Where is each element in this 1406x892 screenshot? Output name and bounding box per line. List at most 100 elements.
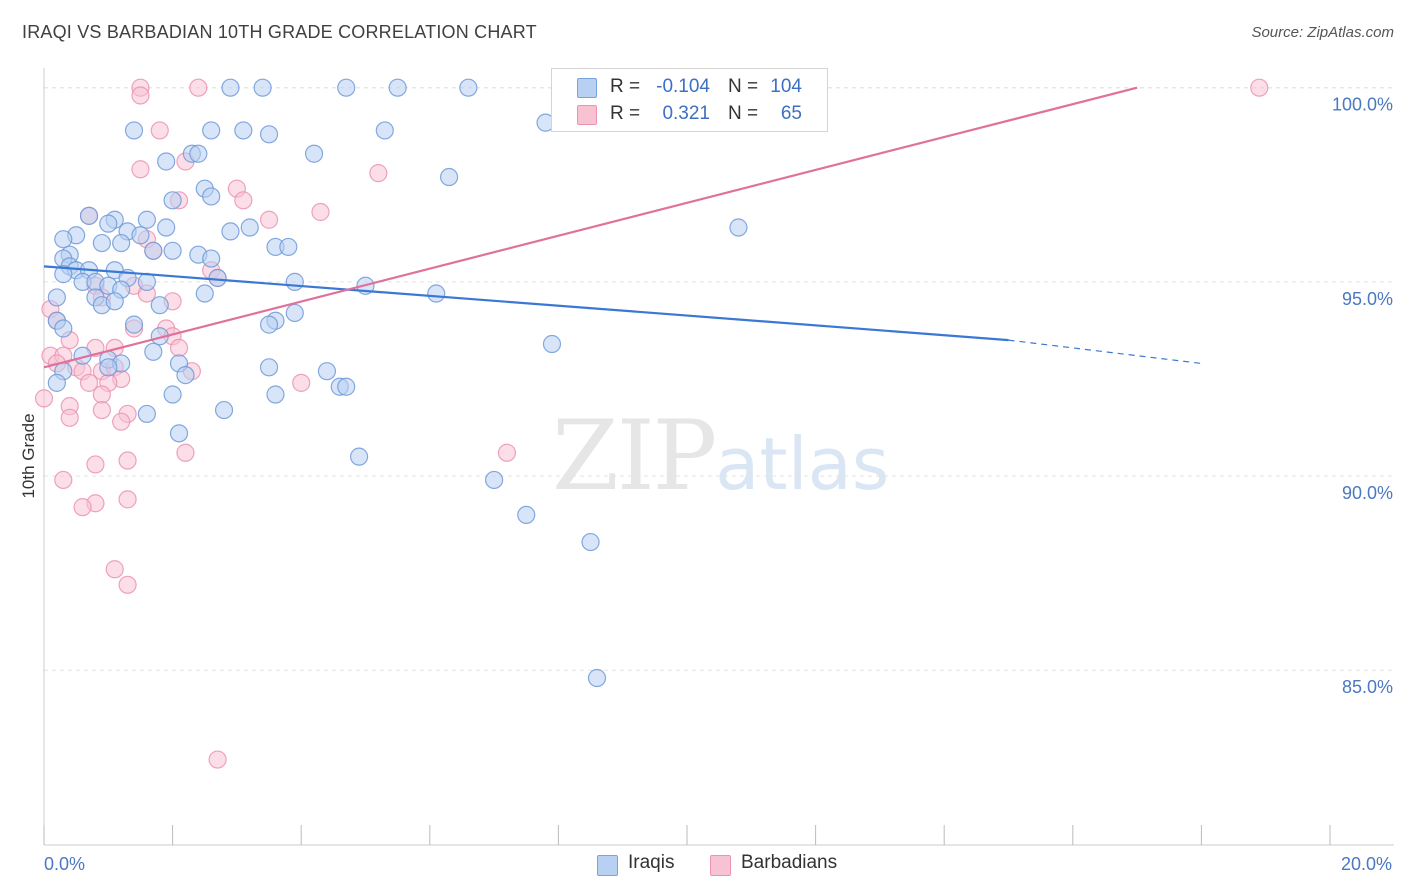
y-tick-labels: 100.0% 95.0% 90.0% 85.0% (1332, 95, 1393, 698)
iraqi-point (517, 505, 536, 524)
iraqi-point (54, 319, 73, 338)
legend-n-label: N = (728, 103, 759, 124)
iraqi-point (131, 226, 150, 245)
barbadian-point (92, 400, 111, 420)
iraqi-point (485, 470, 504, 490)
gridlines (44, 87, 1394, 671)
legend-row-iraqis: R = -0.104 N = 104 (552, 74, 827, 100)
iraqi-point (176, 365, 195, 385)
watermark-atlas: atlas (715, 422, 890, 506)
x-ticks (43, 825, 1331, 845)
iraqi-point (253, 78, 272, 97)
iraqi-point (581, 532, 600, 552)
watermark-zip: ZIP (552, 400, 717, 512)
iraqi-point (729, 218, 748, 237)
iraqi-point (163, 241, 182, 260)
iraqi-point (79, 206, 99, 225)
barbadian-point (118, 451, 137, 470)
iraqi-point (157, 152, 176, 171)
chart-title: IRAQI VS BARBADIAN 10TH GRADE CORRELATIO… (22, 22, 537, 42)
barbadian-point (369, 164, 388, 183)
barbadian-point (259, 210, 279, 229)
iraqi-point (259, 125, 279, 144)
iraqi-point (124, 315, 144, 334)
legend-r-value: 0.321 (662, 103, 710, 124)
iraqi-point (266, 385, 285, 404)
iraqi-point (124, 121, 144, 140)
barbadian-point (131, 160, 150, 179)
legend-r-label: R = (610, 76, 641, 97)
iraqi-point (459, 78, 478, 97)
iraqi-point (285, 272, 304, 291)
barbadian-point (131, 86, 150, 105)
iraqi-point (189, 144, 208, 163)
iraqi-point (163, 385, 182, 404)
iraqi-point (304, 144, 324, 163)
iraqi-point (375, 121, 394, 140)
barbadian-point (234, 191, 253, 210)
legend-n-value: 104 (770, 76, 802, 97)
iraqi-point (279, 237, 298, 257)
iraqi-point (285, 303, 304, 323)
y-tick-label: 95.0% (1342, 289, 1393, 309)
iraqi-point (439, 167, 459, 187)
legend-swatch-barbadians (577, 105, 597, 125)
iraqi-point (587, 668, 607, 688)
y-tick-label: 85.0% (1342, 677, 1393, 697)
barbadian-point (118, 490, 137, 509)
iraqi-point (349, 447, 369, 466)
iraqi-point (163, 191, 182, 210)
iraqi-point (388, 78, 407, 97)
barbadian-point (189, 78, 208, 97)
iraqi-point (259, 358, 279, 377)
iraqi-point (202, 249, 221, 268)
iraqi-point (542, 334, 562, 354)
barbadian-point (208, 750, 227, 769)
barbadian-point (86, 455, 105, 474)
barbadian-point (73, 498, 92, 517)
barbadian-point (92, 385, 111, 404)
iraqi-points (47, 78, 748, 688)
trend-lines (43, 86, 1202, 369)
iraqi-point (337, 377, 356, 396)
iraqi-point (337, 78, 356, 97)
iraqi-point (150, 296, 169, 315)
iraqi-point (221, 78, 240, 97)
iraqi-point (234, 121, 253, 140)
barbadian-point (292, 373, 311, 392)
iraqi-point (54, 265, 73, 284)
legend-row-barbadians: R = 0.321 N = 65 (552, 101, 827, 127)
legend-r-value: -0.104 (656, 76, 710, 97)
iraqi-point (221, 222, 240, 241)
correlation-legend: R = -0.104 N = 104 R = 0.321 N = 65 (551, 68, 828, 132)
iraqi-point (47, 288, 66, 307)
iraqi-point (99, 358, 118, 377)
barbadian-point (118, 575, 137, 594)
barbadian-point (60, 408, 79, 427)
iraqi-trend-extension (1008, 339, 1202, 365)
iraqi-point (144, 241, 163, 260)
barbadian-trend-line (43, 86, 1138, 369)
legend-swatch-iraqis (577, 78, 597, 98)
axes (43, 68, 1394, 846)
iraqi-point (240, 218, 259, 237)
iraqi-point (92, 233, 111, 253)
source-credit: Source: ZipAtlas.com (1251, 24, 1394, 41)
iraqi-point (169, 424, 189, 443)
iraqi-point (202, 187, 221, 206)
legend-n-value: 65 (780, 103, 802, 124)
barbadian-point (34, 389, 54, 408)
y-tick-label: 100.0% (1332, 95, 1393, 115)
iraqi-point (137, 272, 156, 291)
iraqi-point (144, 342, 163, 361)
y-axis-label: 10th Grade (19, 413, 38, 498)
iraqi-point (208, 268, 227, 288)
barbadian-point (150, 121, 169, 140)
iraqi-point (427, 284, 446, 303)
iraqi-point (137, 404, 156, 424)
bottom-legend-swatch-barbadians (710, 855, 731, 876)
x-tick-label-min: 0.0% (44, 854, 85, 874)
iraqi-trend-line (43, 265, 1009, 342)
bottom-legend-label-barbadians: Barbadians (741, 852, 838, 873)
